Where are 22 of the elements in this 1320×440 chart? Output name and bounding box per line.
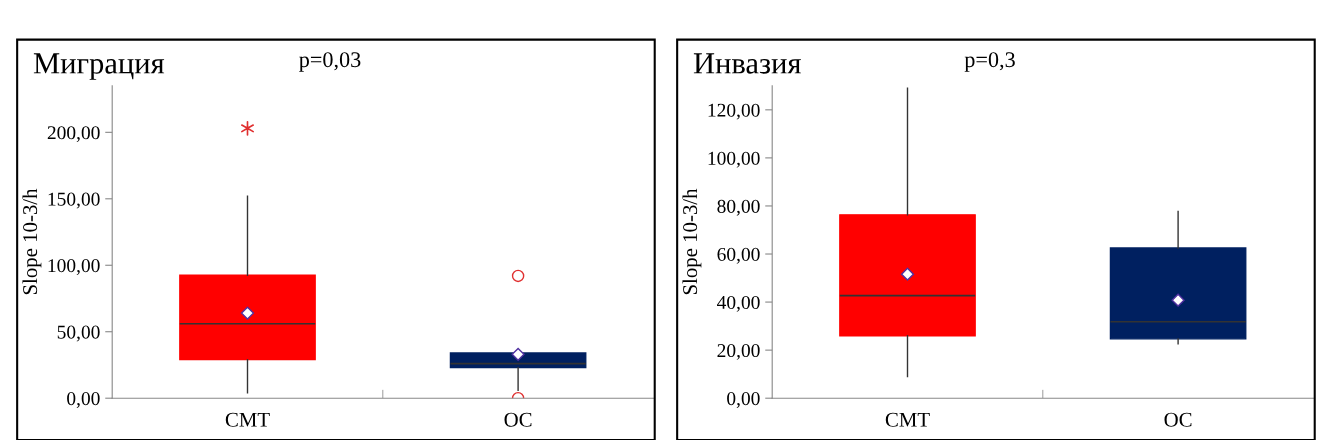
y-tick-label: 50,00 [57, 325, 100, 342]
chart-subtitle: p=0,03 [299, 52, 361, 72]
y-tick-label: 100,00 [708, 151, 760, 168]
y-axis-title: Slope 10-3/h [22, 188, 42, 295]
y-tick-label: 0,00 [727, 392, 760, 408]
y-tick-label: 20,00 [717, 343, 760, 360]
x-tick-label: OC [1164, 412, 1192, 427]
y-tick-label: 120,00 [708, 103, 760, 120]
y-tick-label: 100,00 [48, 259, 100, 275]
chart-title: Инвазия [693, 53, 801, 74]
y-tick-label: 80,00 [717, 199, 760, 216]
y-tick-label: 150,00 [48, 192, 100, 209]
y-tick-label: 200,00 [47, 126, 100, 143]
chart-subtitle: p=0,3 [964, 52, 1015, 72]
x-tick-label: CMT [225, 412, 270, 427]
x-tick-label: CMT [885, 412, 930, 427]
y-tick-label: 60,00 [717, 247, 760, 264]
y-axis-title: Slope 10-3/h [682, 188, 702, 295]
y-tick-label: 0,00 [67, 392, 100, 408]
chart-title: Миграция [33, 53, 165, 80]
y-tick-label: 40,00 [717, 295, 760, 312]
x-tick-label: OC [504, 412, 532, 427]
